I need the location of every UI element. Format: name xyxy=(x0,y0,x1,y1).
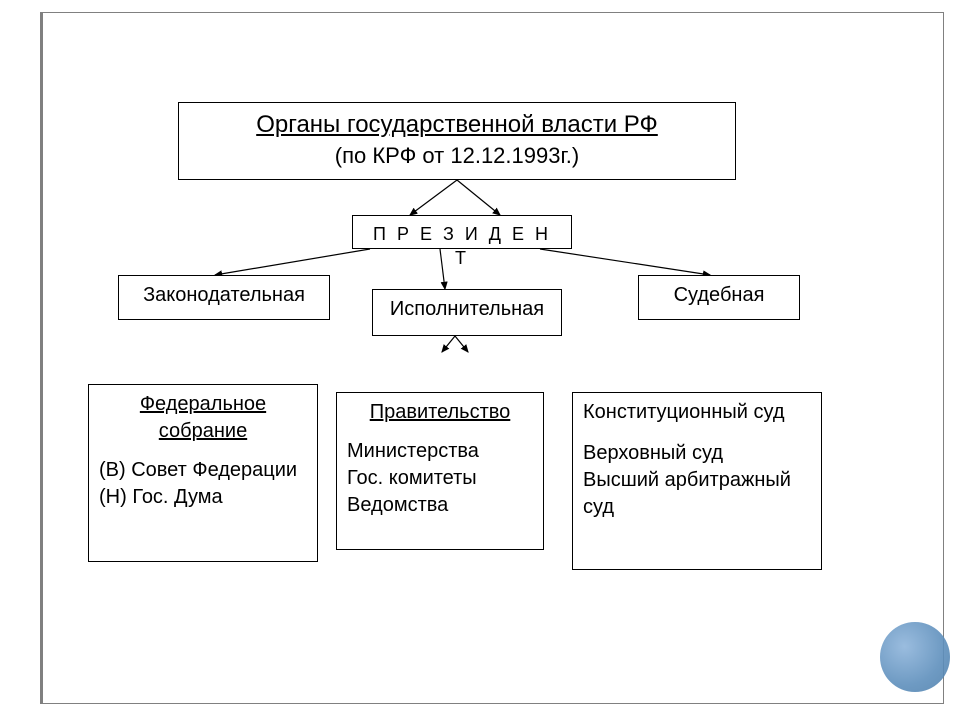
executive-box: Исполнительная xyxy=(372,289,562,336)
spacer xyxy=(583,426,811,440)
judicial-detail-line: Высший арбитражный суд xyxy=(583,467,811,521)
legislative-detail-line: (Н) Гос. Дума xyxy=(99,484,307,511)
executive-detail-heading: Правительство xyxy=(347,399,533,426)
executive-detail-line: Гос. комитеты xyxy=(347,465,533,492)
slide: Органы государственной власти РФ (по КРФ… xyxy=(0,0,960,720)
president-box: П Р Е З И Д Е Н Т xyxy=(352,215,572,249)
title-box: Органы государственной власти РФ (по КРФ… xyxy=(178,102,736,180)
judicial-box: Судебная xyxy=(638,275,800,320)
legislative-label: Законодательная xyxy=(143,284,305,306)
executive-label: Исполнительная xyxy=(390,298,544,320)
judicial-label: Судебная xyxy=(674,284,765,306)
judicial-detail-box: Конституционный суд Верховный суд Высший… xyxy=(572,392,822,570)
circle-decoration-icon xyxy=(880,622,950,692)
title-line2: (по КРФ от 12.12.1993г.) xyxy=(189,141,725,171)
judicial-detail-line: Конституционный суд xyxy=(583,399,811,426)
executive-detail-box: Правительство Министерства Гос. комитеты… xyxy=(336,392,544,550)
executive-detail-line: Ведомства xyxy=(347,492,533,519)
title-line1: Органы государственной власти РФ xyxy=(189,109,725,141)
judicial-detail-line: Верховный суд xyxy=(583,440,811,467)
legislative-detail-box: Федеральное собрание (В) Совет Федерации… xyxy=(88,384,318,562)
legislative-detail-line: (В) Совет Федерации xyxy=(99,457,307,484)
legislative-detail-heading: Федеральное собрание xyxy=(99,391,307,445)
legislative-box: Законодательная xyxy=(118,275,330,320)
executive-detail-line: Министерства xyxy=(347,438,533,465)
